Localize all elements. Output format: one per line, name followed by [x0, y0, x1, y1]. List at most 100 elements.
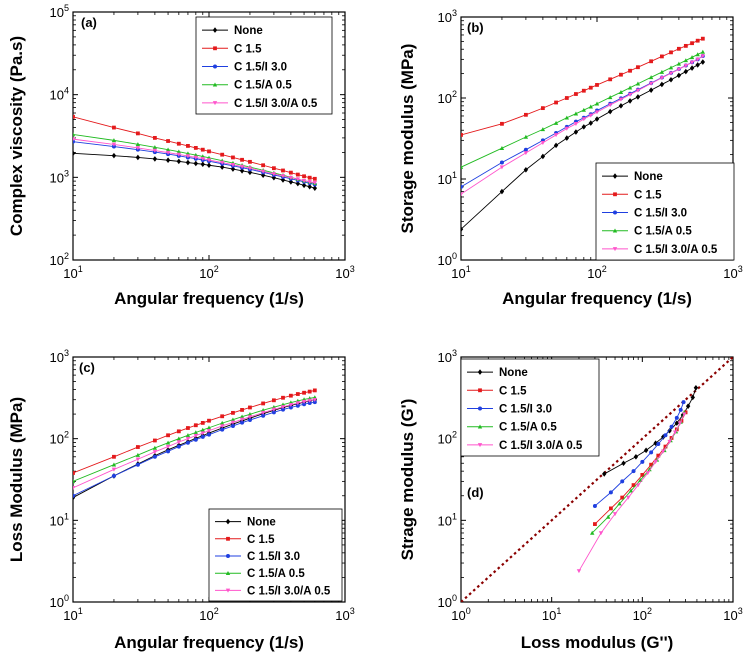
data-point: [271, 410, 276, 415]
data-point: [700, 59, 706, 65]
y-tick-label: 103: [438, 348, 457, 365]
data-point: [554, 100, 558, 105]
x-tick-label: 102: [199, 264, 218, 281]
data-point: [540, 106, 545, 111]
legend-marker: [477, 424, 483, 429]
data-point: [653, 460, 658, 465]
data-point: [288, 393, 293, 398]
data-point: [672, 430, 678, 435]
data-point: [152, 450, 158, 455]
y-tick-label: 102: [438, 430, 457, 447]
data-point: [193, 146, 198, 150]
data-point: [73, 139, 75, 144]
data-point: [668, 65, 674, 70]
data-point: [674, 420, 680, 426]
legend-label: None: [499, 367, 528, 379]
data-point: [193, 160, 199, 167]
data-point: [230, 162, 236, 167]
data-point: [152, 135, 157, 140]
series-line-4: [461, 51, 704, 168]
data-point: [301, 178, 307, 183]
data-point: [594, 116, 600, 122]
data-point: [288, 403, 294, 407]
data-point: [663, 444, 668, 449]
legend-label: None: [634, 171, 663, 183]
legend-box: [595, 162, 735, 261]
data-point: [200, 427, 205, 432]
data-point: [695, 38, 700, 43]
y-tick-label: 100: [438, 593, 457, 610]
data-point: [176, 152, 182, 157]
data-point: [689, 55, 695, 60]
data-point: [185, 436, 191, 441]
data-point: [135, 452, 141, 457]
data-point: [588, 104, 593, 109]
data-point: [186, 144, 190, 148]
y-axis-title: Complex viscosity (Pa.s): [7, 36, 26, 236]
data-point: [312, 180, 318, 185]
x-axis-title: Loss modulus (G''): [521, 633, 674, 652]
data-point: [628, 68, 632, 73]
y-axis-title: Loss Modulus (MPa): [7, 397, 26, 562]
legend-label: C 1.5/I 3.0/A 0.5: [499, 440, 583, 452]
data-point: [307, 401, 312, 406]
data-point: [185, 159, 191, 166]
data-point: [295, 401, 301, 406]
data-point: [230, 420, 236, 425]
data-point: [307, 180, 312, 185]
legend-box: [195, 16, 333, 115]
data-point: [631, 483, 636, 488]
data-point: [676, 46, 681, 51]
data-point: [676, 72, 682, 79]
data-point: [135, 154, 141, 161]
data-point: [73, 493, 75, 498]
reference-line: [461, 357, 733, 602]
legend-marker: [477, 443, 483, 448]
data-point: [523, 147, 528, 152]
data-point: [661, 434, 666, 440]
data-point: [307, 389, 312, 394]
data-point: [581, 88, 586, 93]
data-point: [248, 405, 252, 410]
data-point: [247, 418, 252, 423]
legend-marker: [477, 369, 483, 375]
data-point: [640, 473, 645, 477]
x-tick-label: 102: [587, 264, 606, 281]
data-point: [193, 437, 198, 442]
data-point: [659, 54, 664, 59]
data-point: [193, 423, 198, 428]
legend-marker: [213, 64, 217, 69]
data-point: [288, 170, 293, 175]
y-tick-label: 101: [438, 511, 457, 528]
data-point: [581, 107, 587, 112]
data-point: [499, 146, 505, 150]
data-point: [239, 164, 245, 169]
x-tick-label: 100: [451, 606, 470, 623]
y-tick-label: 103: [438, 8, 457, 25]
data-point: [219, 420, 225, 425]
data-point: [659, 81, 665, 88]
legend-label: C 1.5/I 3.0: [634, 208, 687, 220]
data-point: [73, 114, 75, 119]
data-point: [656, 442, 661, 447]
x-tick-label: 101: [63, 606, 82, 623]
data-point: [186, 426, 190, 430]
data-point: [627, 98, 633, 104]
data-point: [247, 166, 253, 171]
data-point: [608, 77, 613, 82]
data-point: [200, 431, 205, 436]
data-point: [667, 439, 672, 444]
data-point: [683, 43, 688, 48]
legend-marker: [225, 571, 231, 575]
data-point: [206, 425, 212, 430]
legend-label: C 1.5/I 3.0/A 0.5: [634, 244, 718, 256]
data-point: [683, 63, 689, 68]
data-point: [500, 121, 504, 126]
data-point: [635, 88, 641, 93]
data-point: [499, 188, 505, 195]
series-line-1: [73, 152, 315, 189]
legend-label: C 1.5: [634, 189, 662, 201]
data-point: [207, 432, 211, 437]
data-point: [176, 141, 181, 146]
